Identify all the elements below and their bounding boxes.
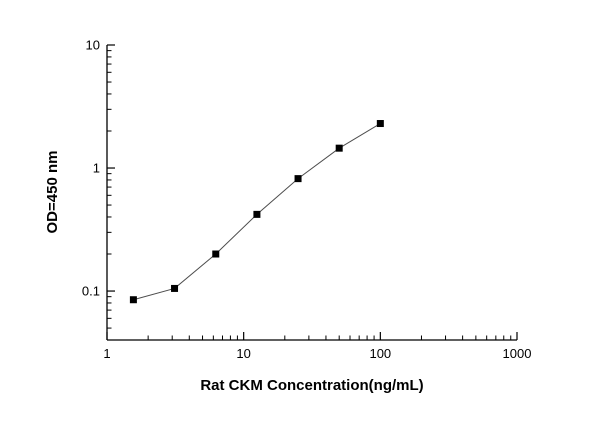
data-point-marker <box>253 210 261 218</box>
x-axis-label: Rat CKM Concentration(ng/mL) <box>200 377 423 394</box>
y-tick-label: 10 <box>86 38 100 53</box>
data-point-marker <box>294 175 302 183</box>
y-tick-label: 0.1 <box>82 284 100 299</box>
series-group <box>129 120 384 304</box>
y-axis-label: OD=450 nm <box>44 151 61 234</box>
x-tick-label: 1000 <box>503 346 532 361</box>
data-point-marker <box>212 250 220 258</box>
x-tick-label: 10 <box>236 346 250 361</box>
data-point-marker <box>129 296 137 304</box>
axes-group: 1 10 100 1000 0.1 1 10 <box>82 38 532 362</box>
data-point-marker <box>335 144 343 152</box>
y-tick-label: 1 <box>93 161 100 176</box>
data-point-marker <box>376 120 384 128</box>
x-tick-label: 1 <box>103 346 110 361</box>
data-point-marker <box>171 284 179 292</box>
x-tick-label: 100 <box>369 346 391 361</box>
